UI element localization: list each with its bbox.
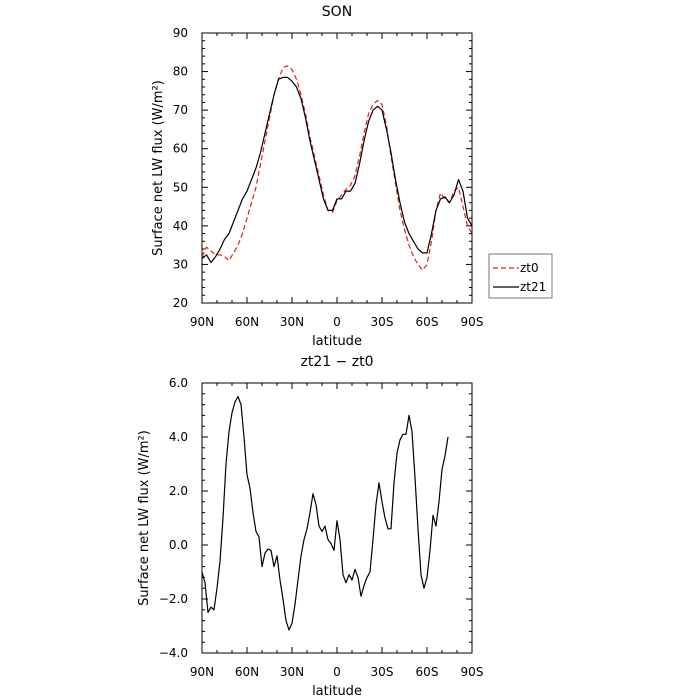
bottom-chart-title: zt21 − zt0 bbox=[300, 354, 373, 370]
y-tick-label: 50 bbox=[173, 180, 188, 194]
legend-label-zt0: zt0 bbox=[520, 261, 539, 275]
legend: zt0 zt21 bbox=[488, 253, 553, 299]
x-tick-label: 90S bbox=[461, 315, 484, 329]
x-tick-label: 60S bbox=[416, 315, 439, 329]
top-panel: SON 90N 60N 30N 0 30S 60S 90S2030405060708090 … bbox=[151, 4, 553, 349]
x-tick-label: 90N bbox=[190, 315, 214, 329]
x-tick-label: 30N bbox=[280, 665, 304, 679]
legend-label-zt21: zt21 bbox=[520, 280, 546, 294]
y-tick-label: −2.0 bbox=[159, 592, 188, 606]
y-tick-label: 80 bbox=[173, 65, 188, 79]
x-tick-label: 0 bbox=[333, 315, 341, 329]
bottom-y-axis-label: Surface net LW flux (W/m²) bbox=[137, 430, 152, 606]
legend-box bbox=[488, 253, 553, 299]
y-tick-label: −4.0 bbox=[159, 646, 188, 660]
bottom-x-axis-label: latitude bbox=[312, 684, 362, 699]
x-tick-label: 60N bbox=[235, 315, 259, 329]
y-tick-label: 70 bbox=[173, 103, 188, 117]
top-x-axis-label: latitude bbox=[312, 334, 362, 349]
series-line-zt0 bbox=[201, 65, 473, 271]
series-line-series-0 bbox=[201, 395, 449, 631]
top-chart-title: SON bbox=[322, 4, 352, 20]
y-tick-label: 20 bbox=[173, 296, 188, 310]
x-tick-label: 0 bbox=[333, 665, 341, 679]
x-tick-label: 60S bbox=[416, 665, 439, 679]
x-tick-label: 30S bbox=[371, 315, 394, 329]
series-line-zt21 bbox=[201, 76, 473, 264]
y-tick-label: 2.0 bbox=[169, 484, 188, 498]
x-tick-label: 90N bbox=[190, 665, 214, 679]
x-tick-label: 90S bbox=[461, 665, 484, 679]
y-tick-label: 90 bbox=[173, 26, 188, 40]
top-y-axis-label: Surface net LW flux (W/m²) bbox=[151, 80, 166, 256]
x-tick-label: 60N bbox=[235, 665, 259, 679]
x-tick-label: 30S bbox=[371, 665, 394, 679]
y-tick-label: 60 bbox=[173, 142, 188, 156]
y-tick-label: 0.0 bbox=[169, 538, 188, 552]
x-tick-label: 30N bbox=[280, 315, 304, 329]
top-plot-frame bbox=[201, 32, 473, 304]
y-tick-label: 30 bbox=[173, 257, 188, 271]
y-tick-label: 4.0 bbox=[169, 430, 188, 444]
y-tick-label: 40 bbox=[173, 219, 188, 233]
y-tick-label: 6.0 bbox=[169, 376, 188, 390]
bottom-panel: zt21 − zt0 90N 60N 30N 0 30S 60S 90S −4.0 −2.0 0.… bbox=[137, 354, 483, 699]
